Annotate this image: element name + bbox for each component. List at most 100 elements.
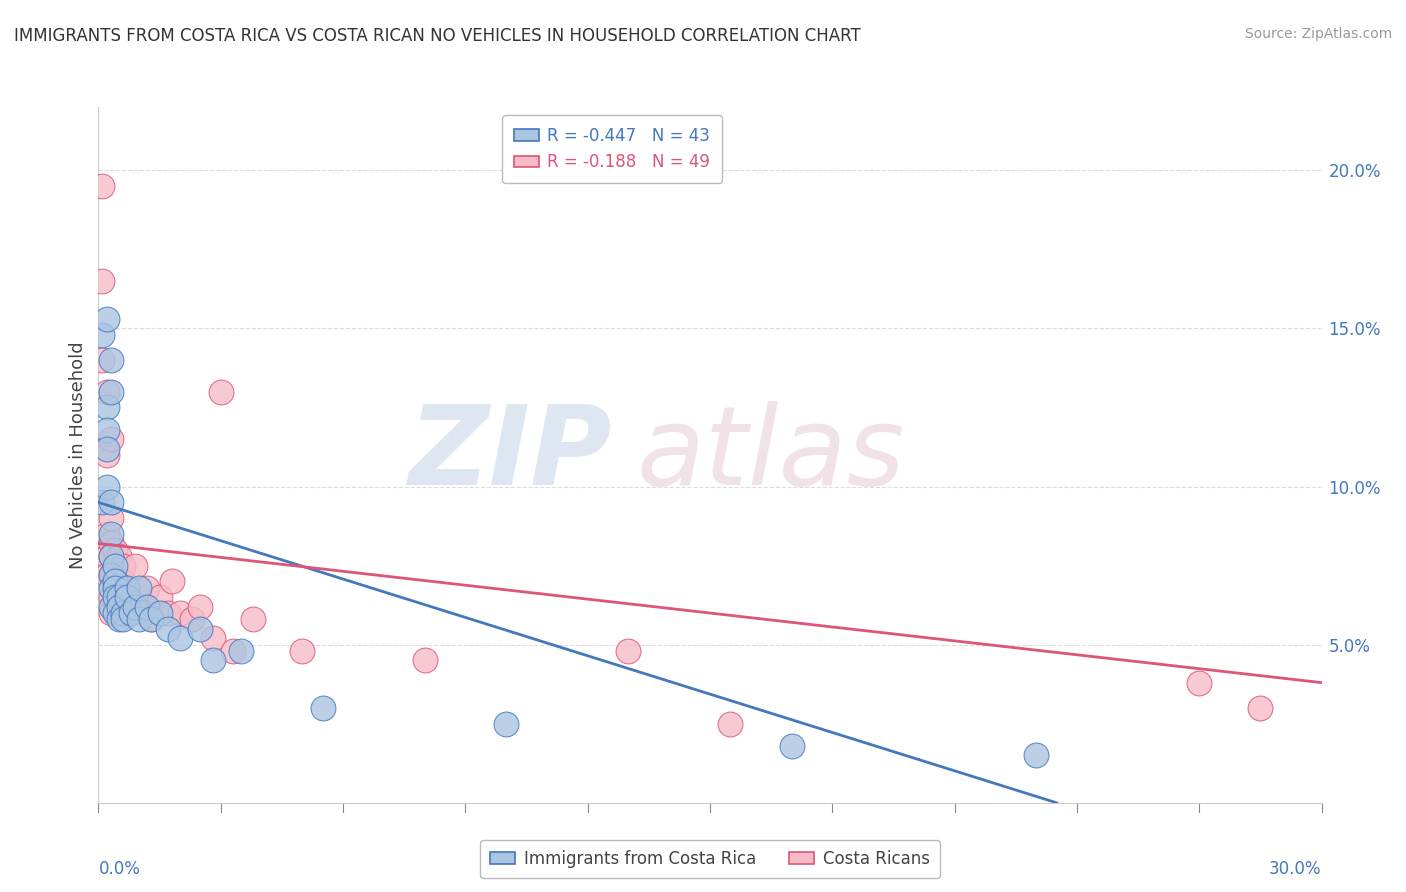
Point — [141, 612, 163, 626]
Point — [100, 568, 122, 582]
Point — [96, 423, 118, 437]
Point — [100, 591, 122, 605]
Text: ZIP: ZIP — [409, 401, 612, 508]
Point — [100, 384, 122, 399]
Point — [96, 549, 118, 563]
Point — [115, 581, 138, 595]
Point — [115, 581, 138, 595]
Point — [100, 536, 122, 550]
Point — [169, 632, 191, 646]
Point — [312, 701, 335, 715]
Point — [780, 739, 803, 753]
Point — [242, 612, 264, 626]
Point — [91, 274, 114, 288]
Point — [100, 353, 122, 368]
Point — [128, 591, 150, 605]
Point — [141, 612, 163, 626]
Point — [617, 644, 640, 658]
Point — [108, 606, 131, 620]
Point — [209, 384, 232, 399]
Point — [104, 606, 127, 620]
Point — [91, 179, 114, 194]
Point — [115, 591, 138, 605]
Point — [111, 612, 134, 626]
Point — [124, 599, 146, 614]
Point — [111, 558, 134, 573]
Point — [108, 591, 131, 605]
Point — [132, 599, 155, 614]
Y-axis label: No Vehicles in Household: No Vehicles in Household — [69, 341, 87, 569]
Point — [111, 574, 134, 589]
Point — [96, 479, 118, 493]
Point — [91, 353, 114, 368]
Point — [160, 574, 183, 589]
Point — [104, 581, 127, 595]
Point — [104, 574, 127, 589]
Point — [201, 653, 224, 667]
Point — [156, 606, 179, 620]
Point — [96, 542, 118, 557]
Point — [104, 591, 127, 605]
Text: Source: ZipAtlas.com: Source: ZipAtlas.com — [1244, 27, 1392, 41]
Point — [128, 612, 150, 626]
Point — [100, 495, 122, 509]
Point — [128, 581, 150, 595]
Point — [291, 644, 314, 658]
Point — [495, 716, 517, 731]
Point — [201, 632, 224, 646]
Text: 30.0%: 30.0% — [1270, 860, 1322, 878]
Point — [111, 606, 134, 620]
Point — [108, 612, 131, 626]
Point — [100, 581, 122, 595]
Point — [91, 327, 114, 342]
Point — [413, 653, 436, 667]
Point — [1025, 748, 1047, 763]
Point — [96, 448, 118, 462]
Point — [96, 312, 118, 326]
Text: IMMIGRANTS FROM COSTA RICA VS COSTA RICAN NO VEHICLES IN HOUSEHOLD CORRELATION C: IMMIGRANTS FROM COSTA RICA VS COSTA RICA… — [14, 27, 860, 45]
Point — [181, 612, 204, 626]
Point — [188, 622, 212, 636]
Point — [222, 644, 245, 658]
Point — [96, 527, 118, 541]
Point — [149, 606, 172, 620]
Point — [136, 581, 159, 595]
Point — [100, 568, 122, 582]
Point — [108, 549, 131, 563]
Legend: Immigrants from Costa Rica, Costa Ricans: Immigrants from Costa Rica, Costa Ricans — [481, 840, 939, 878]
Point — [136, 599, 159, 614]
Point — [104, 558, 127, 573]
Point — [124, 558, 146, 573]
Point — [120, 606, 142, 620]
Point — [91, 495, 114, 509]
Point — [96, 442, 118, 456]
Point — [1188, 675, 1211, 690]
Point — [100, 432, 122, 446]
Point — [149, 591, 172, 605]
Point — [188, 599, 212, 614]
Point — [720, 716, 742, 731]
Point — [108, 591, 131, 605]
Point — [96, 384, 118, 399]
Point — [108, 599, 131, 614]
Point — [104, 599, 127, 614]
Point — [100, 511, 122, 525]
Point — [120, 591, 142, 605]
Point — [104, 542, 127, 557]
Point — [104, 581, 127, 595]
Point — [100, 527, 122, 541]
Point — [96, 401, 118, 415]
Point — [96, 568, 118, 582]
Point — [1249, 701, 1271, 715]
Point — [100, 606, 122, 620]
Point — [169, 606, 191, 620]
Point — [231, 644, 253, 658]
Text: atlas: atlas — [637, 401, 905, 508]
Point — [100, 549, 122, 563]
Text: 0.0%: 0.0% — [98, 860, 141, 878]
Point — [100, 599, 122, 614]
Point — [100, 549, 122, 563]
Point — [156, 622, 179, 636]
Point — [104, 568, 127, 582]
Point — [111, 599, 134, 614]
